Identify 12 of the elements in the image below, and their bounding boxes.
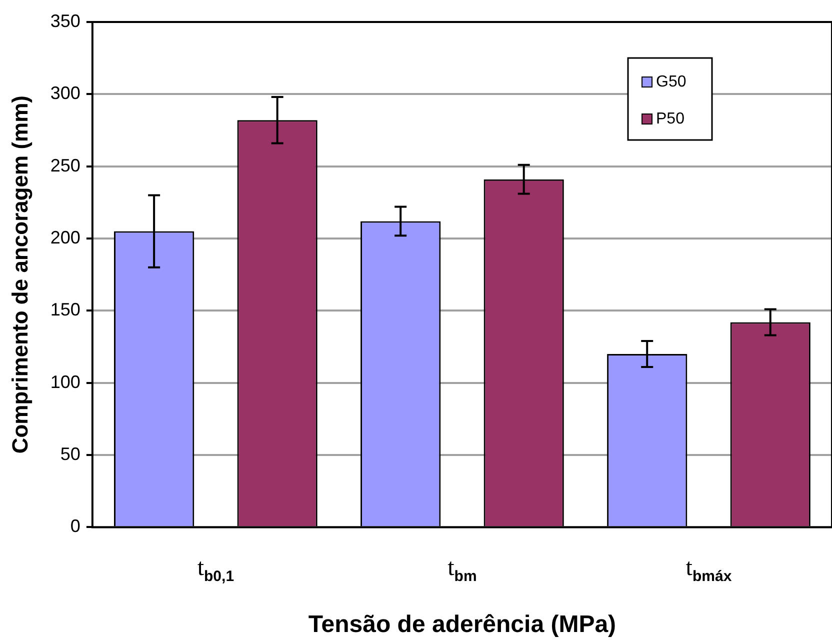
y-tick-label: 0 xyxy=(70,516,80,536)
y-tick-label: 50 xyxy=(60,444,80,464)
y-tick-label: 350 xyxy=(50,10,80,31)
y-tick-label: 100 xyxy=(50,372,80,392)
x-axis-title: Tensão de aderência (MPa) xyxy=(308,611,616,638)
y-tick-label: 300 xyxy=(50,83,80,104)
y-tick-label: 150 xyxy=(50,300,80,320)
legend-label: P50 xyxy=(656,110,685,128)
legend-label: G50 xyxy=(656,73,686,90)
y-tick-label: 200 xyxy=(50,227,80,248)
y-axis-title: Comprimento de ancoragem (mm) xyxy=(7,96,32,454)
y-tick-label: 250 xyxy=(50,155,80,176)
